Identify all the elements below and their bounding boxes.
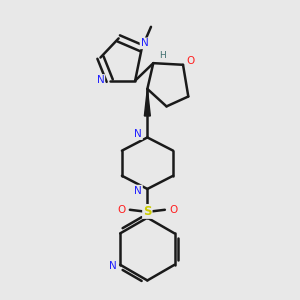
Text: N: N bbox=[140, 38, 148, 48]
Text: O: O bbox=[186, 56, 194, 67]
Text: N: N bbox=[134, 129, 142, 139]
Text: O: O bbox=[169, 205, 177, 215]
Text: N: N bbox=[109, 261, 117, 272]
Text: N: N bbox=[97, 75, 104, 85]
Text: O: O bbox=[118, 205, 126, 215]
Text: H: H bbox=[159, 51, 166, 60]
Text: S: S bbox=[143, 205, 152, 218]
Text: N: N bbox=[134, 186, 142, 196]
Polygon shape bbox=[144, 89, 150, 116]
